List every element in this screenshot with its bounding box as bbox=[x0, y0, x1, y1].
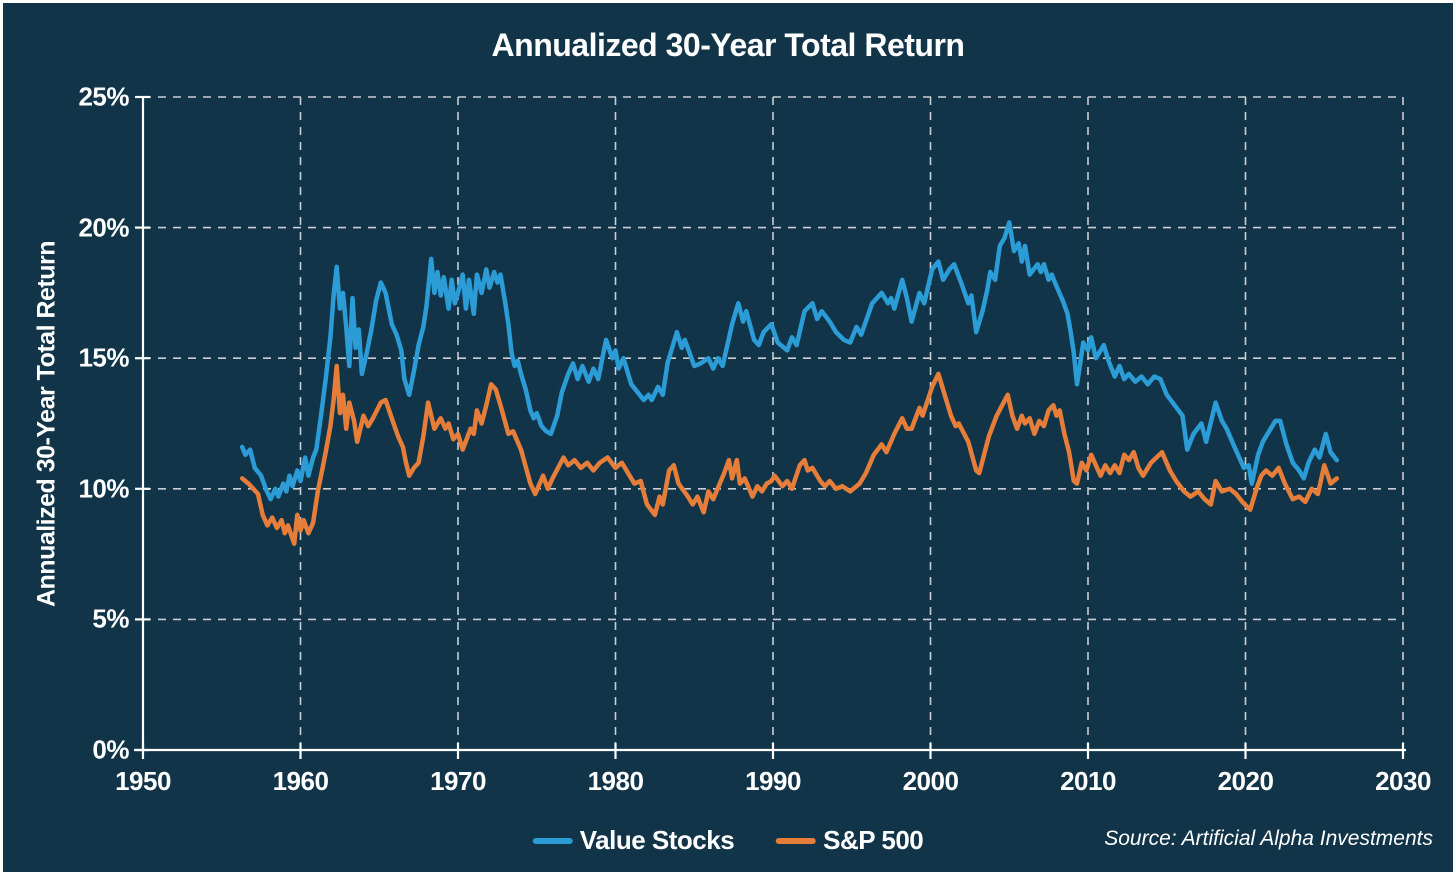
chart-title: Annualized 30-Year Total Return bbox=[491, 27, 965, 63]
x-tick-label: 2020 bbox=[1217, 766, 1274, 796]
x-tick-label: 2010 bbox=[1060, 766, 1116, 796]
series-line-s-p-500 bbox=[239, 363, 1340, 546]
source-text: Source: Artificial Alpha Investments bbox=[1104, 827, 1433, 850]
series-line-value-stocks bbox=[239, 220, 1340, 502]
y-tick-label: 25% bbox=[78, 81, 129, 112]
legend-label-value-stocks: Value Stocks bbox=[579, 825, 735, 855]
legend-item-value-stocks: Value Stocks bbox=[532, 825, 735, 856]
y-tick-label: 15% bbox=[78, 342, 129, 373]
x-tick-label: 2030 bbox=[1375, 766, 1431, 796]
x-tick-label: 1950 bbox=[115, 766, 171, 796]
legend-label-sp500: S&P 500 bbox=[823, 825, 924, 855]
x-tick-label: 1980 bbox=[587, 766, 644, 796]
y-tick-label: 20% bbox=[78, 212, 129, 243]
x-tick-label: 1970 bbox=[430, 766, 486, 796]
x-tick-label: 1960 bbox=[272, 766, 329, 796]
plot-area bbox=[134, 95, 1406, 759]
y-tick-label: 5% bbox=[92, 603, 129, 634]
sp500-swatch-icon bbox=[776, 837, 817, 844]
y-tick-label: 0% bbox=[92, 734, 129, 765]
legend: Value Stocks S&P 500 bbox=[532, 825, 924, 856]
legend-item-sp500: S&P 500 bbox=[776, 825, 924, 856]
x-tick-label: 1990 bbox=[745, 766, 801, 796]
y-tick-label: 10% bbox=[78, 473, 129, 504]
value-stocks-swatch-icon bbox=[532, 837, 573, 844]
x-tick-label: 2000 bbox=[902, 766, 959, 796]
